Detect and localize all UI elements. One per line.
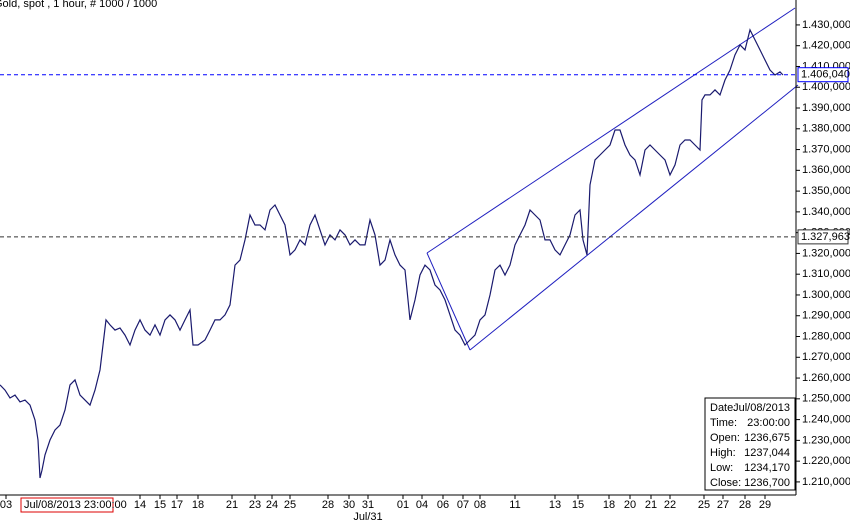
plot-area: [0, 0, 796, 495]
x-tick-label: 24: [266, 499, 278, 511]
y-tick-label: 1.270,000: [802, 351, 850, 363]
info-value: 1237,044: [744, 447, 790, 459]
y-tick-label: 1.210,000: [802, 476, 850, 488]
y-tick-label: 1.380,000: [802, 123, 850, 135]
y-tick-label: 1.320,000: [802, 247, 850, 259]
x-tick-label: 27: [717, 499, 729, 511]
info-key: High:: [710, 447, 736, 459]
x-tick-label: 21: [226, 499, 238, 511]
info-key: Low:: [710, 462, 733, 474]
x-tick-label: 15: [572, 499, 584, 511]
x-tick-label: 15: [154, 499, 166, 511]
y-tick-label: 1.260,000: [802, 372, 850, 384]
y-tick-label: 1.420,000: [802, 40, 850, 52]
y-tick-label: 1.340,000: [802, 206, 850, 218]
y-tick-label: 1.370,000: [802, 143, 850, 155]
x-tick-label: 14: [134, 499, 146, 511]
x-tick-label: 29: [759, 499, 771, 511]
x-tick-label: 22: [664, 499, 676, 511]
info-key: Time:: [710, 417, 737, 429]
price-line: [0, 28, 784, 479]
x-tick-label: 17: [171, 499, 183, 511]
channel-edge: [426, 252, 471, 351]
y-tick-label: 1.300,000: [802, 289, 850, 301]
x-tick-label: 18: [192, 499, 204, 511]
price-level-label: 1.406,040: [801, 69, 850, 81]
channel-lower: [469, 84, 799, 351]
y-tick-label: 1.430,000: [802, 19, 850, 31]
y-tick-label: 1.400,000: [802, 81, 850, 93]
x-tick-label: 18: [603, 499, 615, 511]
y-tick-label: 1.350,000: [802, 185, 850, 197]
info-value: Jul/08/2013: [733, 402, 790, 414]
chart-title: Gold, spot , 1 hour, # 1000 / 1000: [0, 0, 157, 10]
y-tick-label: 1.250,000: [802, 393, 850, 405]
x-tick-label: 13: [549, 499, 561, 511]
x-tick-label: 31: [362, 499, 374, 511]
x-month-label: Jul/31: [353, 511, 382, 522]
info-key: Date:: [710, 402, 736, 414]
price-level-box: [797, 67, 849, 83]
y-tick-label: 1.240,000: [802, 414, 850, 426]
x-tick-label: 01: [397, 499, 409, 511]
info-panel: [704, 397, 796, 491]
x-tick-label: 11: [509, 499, 520, 511]
y-tick-label: 1.360,000: [802, 164, 850, 176]
info-value: 23:00:00: [747, 417, 790, 429]
x-tick-label: 28: [739, 499, 751, 511]
x-tick-label: 07: [457, 499, 469, 511]
x-tick-label: 20: [624, 499, 636, 511]
info-value: 1236,700: [744, 477, 790, 489]
x-tick-label: 28: [322, 499, 334, 511]
x-tick-label: 23: [249, 499, 261, 511]
info-key: Open:: [710, 432, 740, 444]
price-level-label: 1.327,963: [801, 231, 850, 243]
x-tick-label: 06: [437, 499, 449, 511]
y-tick-label: 1.390,000: [802, 102, 850, 114]
channel-upper: [426, 7, 796, 254]
cursor-box: [20, 497, 114, 513]
info-value: 1234,170: [744, 462, 790, 474]
x-tick-label: 08: [474, 499, 486, 511]
x-tick-label: 30: [343, 499, 355, 511]
x-tick-label: 03: [0, 499, 12, 511]
price-level-box: [797, 229, 849, 245]
y-tick-label: 1.220,000: [802, 455, 850, 467]
x-tick-label: 21: [645, 499, 657, 511]
y-tick-label: 1.230,000: [802, 434, 850, 446]
x-tick-label: 04: [416, 499, 428, 511]
info-value: 1236,675: [744, 432, 790, 444]
x-tick-label: 25: [284, 499, 296, 511]
y-tick-label: 1.290,000: [802, 310, 850, 322]
x-tick-label: 25: [698, 499, 710, 511]
cursor-label: Jul/08/2013 23:00:00: [24, 499, 127, 511]
y-tick-label: 1.310,000: [802, 268, 850, 280]
info-key: Close:: [710, 477, 741, 489]
y-tick-label: 1.280,000: [802, 330, 850, 342]
